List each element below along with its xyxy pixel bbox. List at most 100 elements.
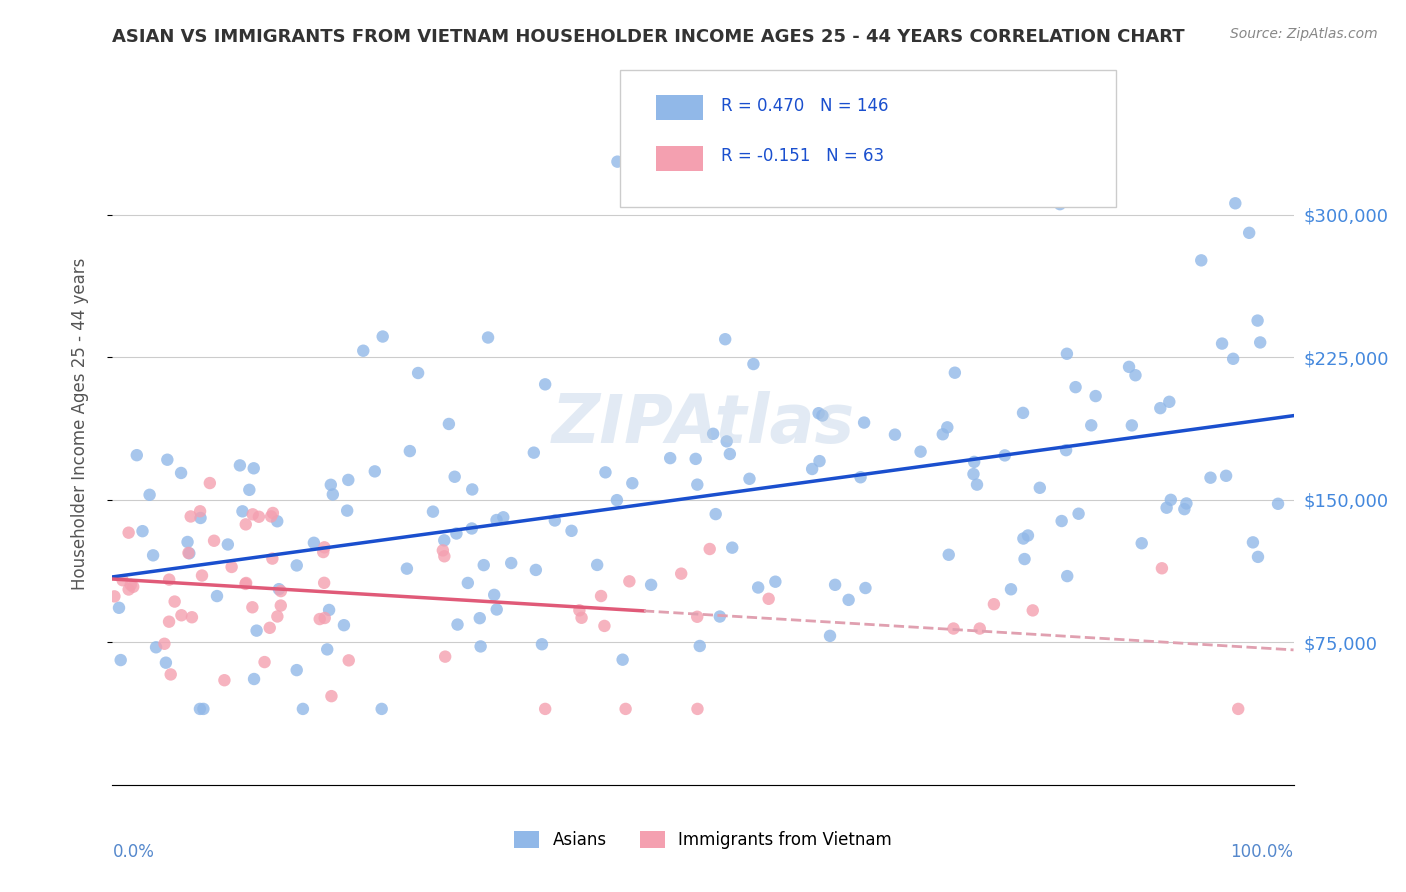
Point bbox=[669, 566, 692, 581]
Point bbox=[432, 543, 454, 558]
Point bbox=[524, 563, 547, 577]
Point bbox=[270, 599, 292, 613]
Point bbox=[337, 653, 360, 667]
FancyBboxPatch shape bbox=[655, 145, 703, 171]
Point bbox=[849, 470, 872, 484]
Point bbox=[685, 451, 707, 466]
Point bbox=[477, 330, 499, 344]
Point bbox=[370, 702, 392, 716]
Point bbox=[221, 560, 243, 574]
Point bbox=[1246, 313, 1268, 327]
Point bbox=[446, 526, 468, 541]
Point bbox=[468, 611, 491, 625]
Point bbox=[170, 466, 193, 480]
Point bbox=[217, 537, 239, 551]
Point bbox=[983, 597, 1005, 611]
Point bbox=[686, 609, 709, 624]
Point bbox=[312, 545, 335, 559]
Point bbox=[747, 581, 769, 595]
Point bbox=[1125, 368, 1147, 383]
Point bbox=[963, 455, 986, 469]
Point bbox=[811, 409, 834, 423]
Point bbox=[470, 640, 492, 654]
Point bbox=[214, 673, 236, 688]
Point bbox=[1173, 502, 1195, 516]
Point bbox=[446, 617, 468, 632]
Point bbox=[157, 615, 180, 629]
Point bbox=[942, 622, 965, 636]
Point bbox=[593, 619, 616, 633]
Point bbox=[1175, 496, 1198, 510]
Point bbox=[932, 427, 955, 442]
Point bbox=[699, 541, 721, 556]
Point bbox=[686, 702, 709, 716]
Point bbox=[177, 546, 200, 560]
Point bbox=[181, 610, 204, 624]
Point bbox=[285, 663, 308, 677]
Point bbox=[262, 551, 284, 566]
Point bbox=[534, 702, 557, 716]
Point bbox=[589, 589, 612, 603]
Point bbox=[103, 590, 125, 604]
Point bbox=[621, 476, 644, 491]
Text: 100.0%: 100.0% bbox=[1230, 843, 1294, 861]
Point bbox=[285, 558, 308, 573]
Point bbox=[434, 649, 457, 664]
Point bbox=[689, 639, 711, 653]
Point bbox=[108, 600, 131, 615]
Point bbox=[1056, 347, 1078, 361]
Point bbox=[1012, 532, 1035, 546]
Point bbox=[235, 517, 257, 532]
Point bbox=[461, 521, 484, 535]
Point bbox=[1156, 500, 1178, 515]
Point bbox=[969, 622, 991, 636]
Point bbox=[1022, 603, 1045, 617]
Point bbox=[443, 469, 465, 483]
Point bbox=[191, 568, 214, 582]
Point bbox=[145, 640, 167, 655]
Point bbox=[319, 478, 342, 492]
Text: R = 0.470   N = 146: R = 0.470 N = 146 bbox=[721, 97, 889, 115]
Point bbox=[1215, 468, 1237, 483]
Point bbox=[321, 689, 343, 703]
Point bbox=[176, 535, 198, 549]
Point bbox=[1014, 552, 1036, 566]
Point bbox=[120, 578, 142, 592]
Point bbox=[1160, 492, 1182, 507]
Point bbox=[1118, 359, 1140, 374]
Point bbox=[1159, 394, 1181, 409]
Point bbox=[142, 549, 165, 563]
Point bbox=[395, 562, 418, 576]
Point bbox=[398, 444, 420, 458]
Point bbox=[962, 467, 984, 481]
Point bbox=[291, 702, 314, 716]
Point bbox=[179, 546, 201, 560]
Point bbox=[138, 488, 160, 502]
Point bbox=[1056, 569, 1078, 583]
Point bbox=[156, 452, 179, 467]
Point bbox=[243, 672, 266, 686]
Point bbox=[235, 577, 257, 591]
Point bbox=[198, 476, 221, 491]
Point bbox=[337, 473, 360, 487]
Point bbox=[1067, 507, 1090, 521]
Point bbox=[738, 472, 761, 486]
Point bbox=[853, 416, 876, 430]
Point bbox=[461, 483, 484, 497]
Point bbox=[1050, 514, 1073, 528]
Point bbox=[595, 466, 617, 480]
Point bbox=[316, 642, 339, 657]
Point bbox=[180, 509, 202, 524]
Point bbox=[242, 508, 264, 522]
Point bbox=[457, 576, 479, 591]
Point bbox=[994, 449, 1017, 463]
Point bbox=[270, 584, 292, 599]
Point bbox=[568, 603, 591, 617]
Text: ASIAN VS IMMIGRANTS FROM VIETNAM HOUSEHOLDER INCOME AGES 25 - 44 YEARS CORRELATI: ASIAN VS IMMIGRANTS FROM VIETNAM HOUSEHO… bbox=[112, 28, 1185, 45]
Point bbox=[246, 624, 269, 638]
Point bbox=[534, 377, 557, 392]
Point bbox=[259, 621, 281, 635]
Point bbox=[560, 524, 582, 538]
Point bbox=[614, 702, 637, 716]
Point bbox=[571, 611, 593, 625]
